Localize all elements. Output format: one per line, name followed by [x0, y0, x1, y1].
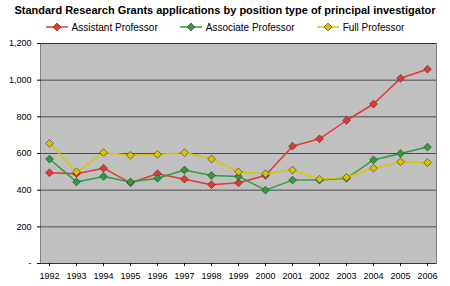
svg-text:1993: 1993 [66, 271, 86, 281]
svg-text:1,200: 1,200 [9, 38, 32, 48]
svg-text:1995: 1995 [120, 271, 140, 281]
svg-text:2005: 2005 [390, 271, 410, 281]
svg-text:2002: 2002 [309, 271, 329, 281]
svg-text:1994: 1994 [93, 271, 113, 281]
svg-text:2001: 2001 [282, 271, 302, 281]
svg-text:400: 400 [16, 185, 31, 195]
svg-text:200: 200 [16, 222, 31, 232]
html-text:Full Professor: Full Professor [342, 21, 405, 33]
html-text:Assistant Professor: Assistant Professor [71, 21, 158, 33]
svg-text:2000: 2000 [255, 271, 275, 281]
svg-text:1998: 1998 [201, 271, 221, 281]
svg-text:-: - [29, 258, 32, 268]
svg-text:1,000: 1,000 [9, 75, 32, 85]
html-text:Associate Professor: Associate Professor [205, 21, 295, 33]
svg-text:2006: 2006 [417, 271, 437, 281]
svg-text:800: 800 [16, 112, 31, 122]
html-text:Standard Research Grants appli: Standard Research Grants applications by… [14, 4, 436, 16]
svg-text:2003: 2003 [336, 271, 356, 281]
svg-text:2004: 2004 [363, 271, 383, 281]
svg-text:1999: 1999 [228, 271, 248, 281]
svg-text:600: 600 [16, 148, 31, 158]
svg-text:1997: 1997 [174, 271, 194, 281]
svg-text:1992: 1992 [39, 271, 59, 281]
svg-text:1996: 1996 [147, 271, 167, 281]
